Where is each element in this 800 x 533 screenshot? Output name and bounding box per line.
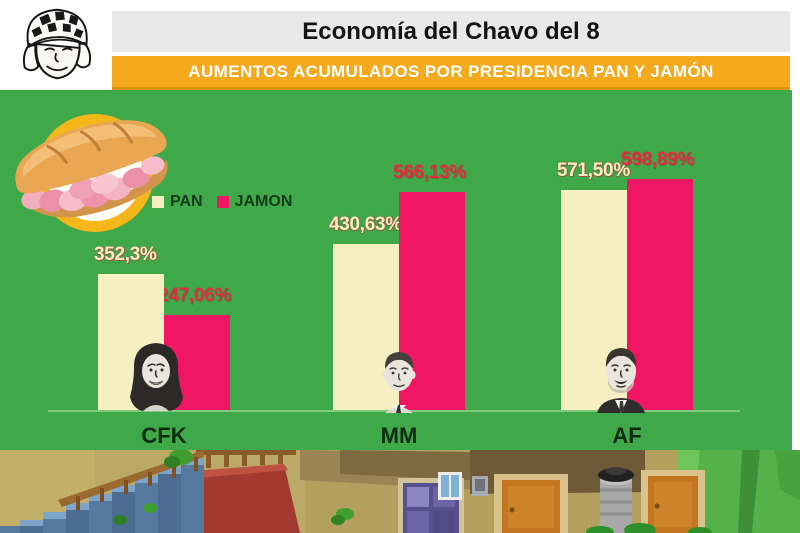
page-title: Economía del Chavo del 8: [112, 11, 790, 52]
sandwich-illustration: [15, 120, 168, 218]
chavo-face-icon: [22, 8, 92, 80]
value-label-jamon-af: 598,89%: [621, 149, 694, 170]
x-tick-af: AF: [612, 423, 642, 448]
legend-item-pan: PAN: [152, 193, 203, 211]
vecindad-patio-scene: [0, 450, 800, 533]
door-right: [641, 470, 705, 533]
value-label-pan-cfk: 352,3%: [94, 244, 157, 265]
value-label-pan-af: 571,50%: [557, 160, 630, 181]
x-tick-cfk: CFK: [141, 423, 187, 448]
green-wall: [678, 450, 800, 533]
door-left: [494, 474, 568, 533]
chart-legend: PAN JAMON: [152, 193, 292, 211]
legend-item-jamon: JAMON: [216, 193, 293, 211]
banner-subtitle: AUMENTOS ACUMULADOS POR PRESIDENCIA PAN …: [112, 56, 790, 90]
cfk-portrait-icon: [130, 343, 183, 411]
legend-swatch-pan: [152, 196, 164, 208]
legend-label-jamon: JAMON: [234, 193, 293, 210]
value-label-jamon-cfk: 247,06%: [158, 285, 231, 306]
mm-portrait-icon: [382, 352, 416, 413]
value-label-jamon-mm: 566,13%: [393, 162, 466, 183]
bushes: [586, 523, 712, 533]
ham-sandwich-icon: [15, 104, 170, 234]
af-portrait-icon: [597, 348, 645, 413]
legend-label-pan: PAN: [170, 193, 203, 210]
chart-area: PAN JAMON 352,3% 247,06%: [0, 90, 792, 450]
trash-can: [598, 467, 634, 533]
plants: [113, 450, 354, 525]
x-tick-mm: MM: [380, 423, 418, 448]
value-label-pan-mm: 430,63%: [329, 214, 402, 235]
bar-jamon-af: [627, 179, 693, 410]
legend-swatch-jamon: [216, 196, 229, 208]
window: [398, 472, 464, 533]
